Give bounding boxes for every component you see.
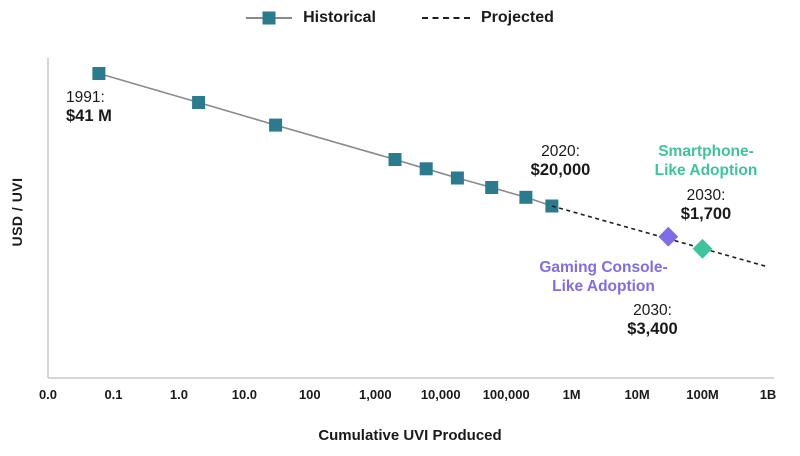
x-axis-title: Cumulative UVI Produced (318, 427, 502, 444)
historical-square-marker-icon (262, 11, 276, 25)
x-tick-label: 0.1 (104, 387, 122, 402)
data-point-square-historical (450, 171, 464, 185)
annotation-smartphone-value: $1,700 (680, 205, 732, 223)
data-point-square-historical (419, 162, 433, 176)
series-line-historical (98, 72, 553, 207)
annotation-2020-value: $20,000 (530, 161, 591, 179)
annotation-1991: 1991: $41 M (66, 88, 112, 126)
annotation-1991-year: 1991: (66, 89, 105, 106)
data-point-diamond-smartphone-like-adoption (692, 238, 713, 259)
annotation-gaming-value: $3,400 (627, 320, 678, 338)
projected-dashed-line-swatch (422, 17, 470, 19)
data-point-square-historical (269, 118, 283, 132)
x-tick-label: 1M (563, 387, 581, 402)
x-tick-label: 100 (299, 387, 321, 402)
annotation-2020: 2020: $20,000 (488, 142, 633, 180)
data-point-square-historical (388, 153, 402, 166)
annotation-smartphone-title-line1: Smartphone- (658, 143, 754, 160)
legend-label-historical: Historical (303, 9, 376, 26)
data-point-square-historical (192, 96, 206, 109)
x-tick-label: 1,000 (359, 387, 392, 402)
legend-label-projected: Projected (481, 9, 554, 26)
annotation-smartphone-title-line2: Like Adoption (654, 162, 758, 179)
data-point-diamond-gaming-console-like-adoption (658, 226, 679, 247)
annotation-gaming-title-line2: Like Adoption (552, 278, 655, 295)
historical-line-swatch (246, 11, 293, 25)
annotation-gaming-adoption-title: Gaming Console- Like Adoption (501, 258, 706, 296)
x-tick-label: 1.0 (170, 387, 188, 402)
legend-item-historical: Historical (246, 9, 376, 27)
x-tick-label: 100M (686, 387, 719, 402)
x-tick-label: 10M (624, 387, 649, 402)
annotation-smartphone-year: 2030: (686, 187, 726, 204)
data-point-square-historical (485, 181, 499, 194)
data-point-square-historical (519, 190, 533, 204)
x-tick-label: 10.0 (232, 387, 257, 402)
annotation-gaming-year: 2030: (633, 302, 672, 319)
x-tick-label: 0.0 (39, 387, 57, 402)
legend-item-projected: Projected (422, 9, 554, 27)
annotation-smartphone-adoption: Smartphone- Like Adoption 2030: $1,700 (621, 142, 791, 224)
annotation-gaming-adoption-values: 2030: $3,400 (580, 301, 725, 339)
x-tick-label: 10,000 (421, 387, 461, 402)
legend: Historical Projected (0, 9, 800, 27)
data-point-square-historical (92, 67, 106, 80)
annotation-2020-year: 2020: (541, 143, 580, 160)
x-tick-label: 1B (760, 387, 777, 402)
x-tick-label: 100,000 (483, 387, 530, 402)
y-axis-title: USD / UVI (9, 177, 25, 247)
annotation-gaming-title-line1: Gaming Console- (539, 259, 668, 276)
annotation-1991-value: $41 M (66, 107, 112, 125)
